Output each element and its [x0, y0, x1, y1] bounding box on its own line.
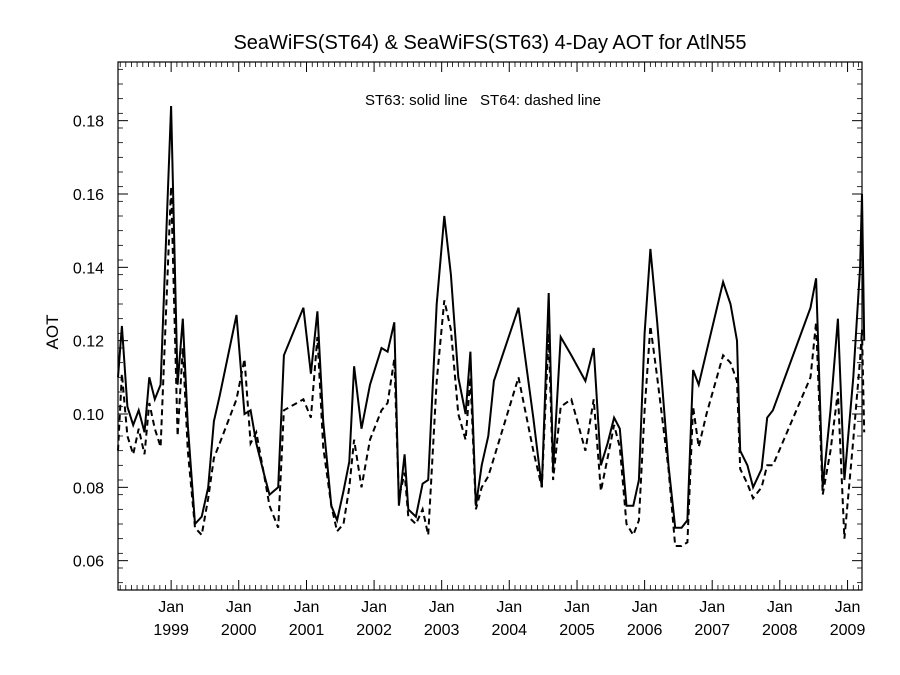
x-tick-month-label: Jan — [835, 599, 861, 616]
x-tick-month-label: Jan — [158, 599, 184, 616]
x-axis: Jan 1999 Jan 2000 Jan 2001 Jan 2002 Jan 2003 Jan 20… — [119, 62, 866, 639]
x-tick-month-label: Jan — [429, 599, 455, 616]
line-style-legend: ST63: solid line ST64: dashed line — [365, 92, 601, 109]
x-tick-year-label: 2007 — [694, 622, 730, 639]
x-tick-month-label: Jan — [564, 599, 590, 616]
x-tick-year-label: 2009 — [830, 622, 866, 639]
y-axis: 0.06 0.08 0.10 0.12 0.14 0.16 0.18 — [73, 68, 862, 584]
x-tick-month-label: Jan — [294, 599, 320, 616]
x-tick-year-label: 2005 — [559, 622, 595, 639]
y-tick-label: 0.12 — [73, 334, 104, 351]
x-tick-month-label: Jan — [361, 599, 387, 616]
x-tick-year-label: 2008 — [762, 622, 798, 639]
x-tick-year-label: 1999 — [153, 622, 189, 639]
x-tick-year-label: 2001 — [289, 622, 325, 639]
x-tick-year-label: 2003 — [424, 622, 460, 639]
x-tick-month-label: Jan — [632, 599, 658, 616]
x-tick-year-label: 2006 — [627, 622, 663, 639]
series-line-st63 — [117, 105, 866, 529]
y-axis-label: AOT — [43, 315, 62, 350]
plot-frame — [117, 61, 863, 591]
y-tick-label: 0.08 — [73, 480, 104, 497]
chart-title: SeaWiFS(ST64) & SeaWiFS(ST63) 4-Day AOT … — [233, 32, 746, 54]
x-tick-year-label: 2004 — [491, 622, 527, 639]
x-tick-year-label: 2002 — [356, 622, 392, 639]
x-tick-month-label: Jan — [767, 599, 793, 616]
plot-area — [117, 105, 866, 547]
y-tick-label: 0.14 — [73, 260, 104, 277]
x-tick-month-label: Jan — [226, 599, 252, 616]
x-tick-month-label: Jan — [496, 599, 522, 616]
series-line-st64 — [117, 186, 866, 547]
y-tick-label: 0.10 — [73, 407, 104, 424]
y-tick-label: 0.18 — [73, 114, 104, 131]
x-tick-month-label: Jan — [699, 599, 725, 616]
x-tick-year-label: 2000 — [221, 622, 257, 639]
y-tick-label: 0.16 — [73, 187, 104, 204]
y-tick-label: 0.06 — [73, 554, 104, 571]
